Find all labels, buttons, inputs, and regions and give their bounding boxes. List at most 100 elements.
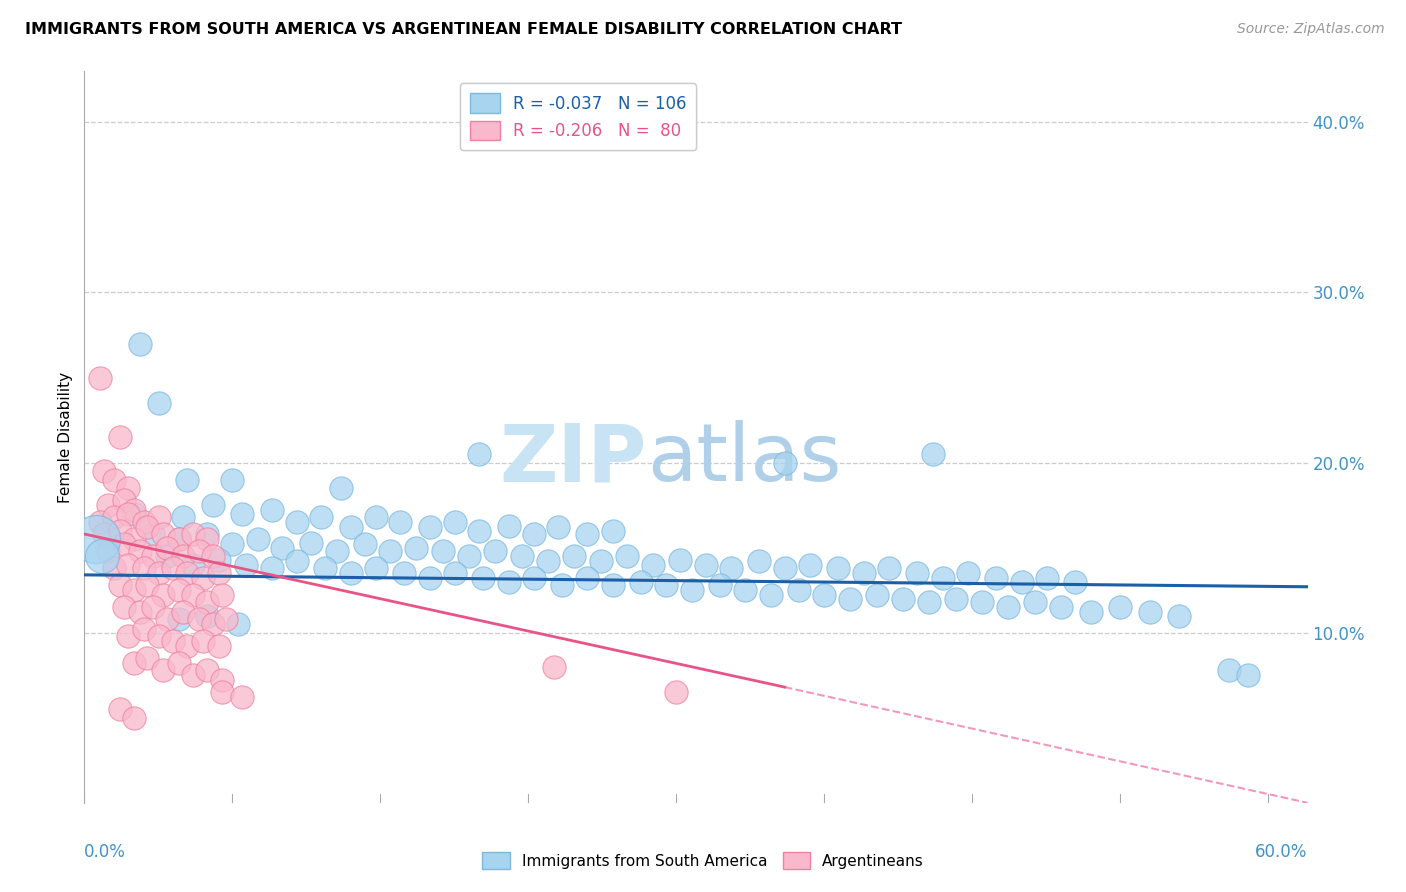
Point [879, 561, 901, 575]
Point [748, 554, 770, 568]
Point [695, 558, 717, 572]
Point [156, 612, 179, 626]
Point [1036, 571, 1059, 585]
Point [813, 588, 835, 602]
Point [1109, 600, 1132, 615]
Point [1168, 608, 1191, 623]
Point [122, 507, 145, 521]
Point [562, 549, 585, 563]
Point [444, 515, 467, 529]
Point [523, 571, 546, 585]
Point [287, 515, 309, 529]
Point [326, 544, 349, 558]
Point [498, 518, 520, 533]
Point [132, 622, 155, 636]
Point [181, 558, 204, 572]
Text: IMMIGRANTS FROM SOUTH AMERICA VS ARGENTINEAN FEMALE DISABILITY CORRELATION CHART: IMMIGRANTS FROM SOUTH AMERICA VS ARGENTI… [25, 22, 903, 37]
Point [97, 544, 120, 558]
Point [471, 571, 494, 585]
Point [551, 578, 574, 592]
Point [931, 571, 953, 585]
Point [132, 515, 155, 529]
Point [201, 498, 224, 512]
Point [156, 541, 179, 555]
Point [468, 524, 491, 538]
Point [128, 336, 150, 351]
Point [921, 447, 943, 461]
Point [827, 561, 849, 575]
Point [246, 532, 269, 546]
Point [191, 571, 214, 585]
Point [366, 561, 388, 575]
Point [389, 515, 412, 529]
Point [103, 561, 125, 575]
Point [547, 520, 569, 534]
Point [112, 537, 135, 551]
Point [108, 702, 131, 716]
Point [235, 558, 257, 572]
Point [117, 558, 139, 572]
Point [444, 566, 467, 581]
Point [172, 549, 194, 563]
Point [260, 561, 283, 575]
Point [630, 574, 652, 589]
Point [221, 537, 243, 551]
Point [891, 591, 914, 606]
Point [984, 571, 1007, 585]
Text: 60.0%: 60.0% [1256, 843, 1308, 861]
Point [89, 515, 111, 529]
Point [117, 629, 139, 643]
Point [380, 544, 402, 558]
Point [226, 617, 249, 632]
Point [392, 566, 415, 581]
Point [211, 673, 233, 688]
Text: atlas: atlas [647, 420, 841, 498]
Point [207, 640, 229, 654]
Point [1050, 600, 1073, 615]
Point [172, 510, 194, 524]
Point [148, 396, 170, 410]
Point [103, 510, 125, 524]
Point [117, 507, 139, 521]
Point [195, 527, 218, 541]
Point [366, 510, 388, 524]
Point [945, 591, 967, 606]
Point [201, 549, 224, 563]
Point [1237, 668, 1260, 682]
Point [93, 527, 115, 541]
Point [498, 574, 520, 589]
Point [176, 473, 198, 487]
Point [576, 571, 599, 585]
Point [1218, 663, 1240, 677]
Point [136, 520, 159, 534]
Legend: Immigrants from South America, Argentineans: Immigrants from South America, Argentine… [475, 846, 931, 875]
Point [181, 588, 204, 602]
Point [339, 520, 361, 534]
Point [576, 527, 599, 541]
Point [543, 659, 565, 673]
Point [852, 566, 875, 581]
Point [299, 535, 322, 549]
Point [512, 549, 534, 563]
Point [136, 578, 159, 592]
Point [142, 600, 165, 615]
Point [207, 566, 229, 581]
Point [187, 612, 209, 626]
Point [405, 541, 427, 555]
Point [148, 629, 170, 643]
Point [432, 544, 454, 558]
Point [231, 507, 253, 521]
Point [314, 561, 336, 575]
Point [734, 583, 756, 598]
Point [108, 430, 131, 444]
Point [419, 520, 441, 534]
Point [136, 651, 159, 665]
Point [838, 591, 860, 606]
Point [523, 527, 546, 541]
Point [231, 690, 253, 705]
Point [201, 617, 224, 632]
Point [167, 532, 190, 546]
Point [152, 663, 174, 677]
Point [167, 657, 190, 671]
Point [221, 473, 243, 487]
